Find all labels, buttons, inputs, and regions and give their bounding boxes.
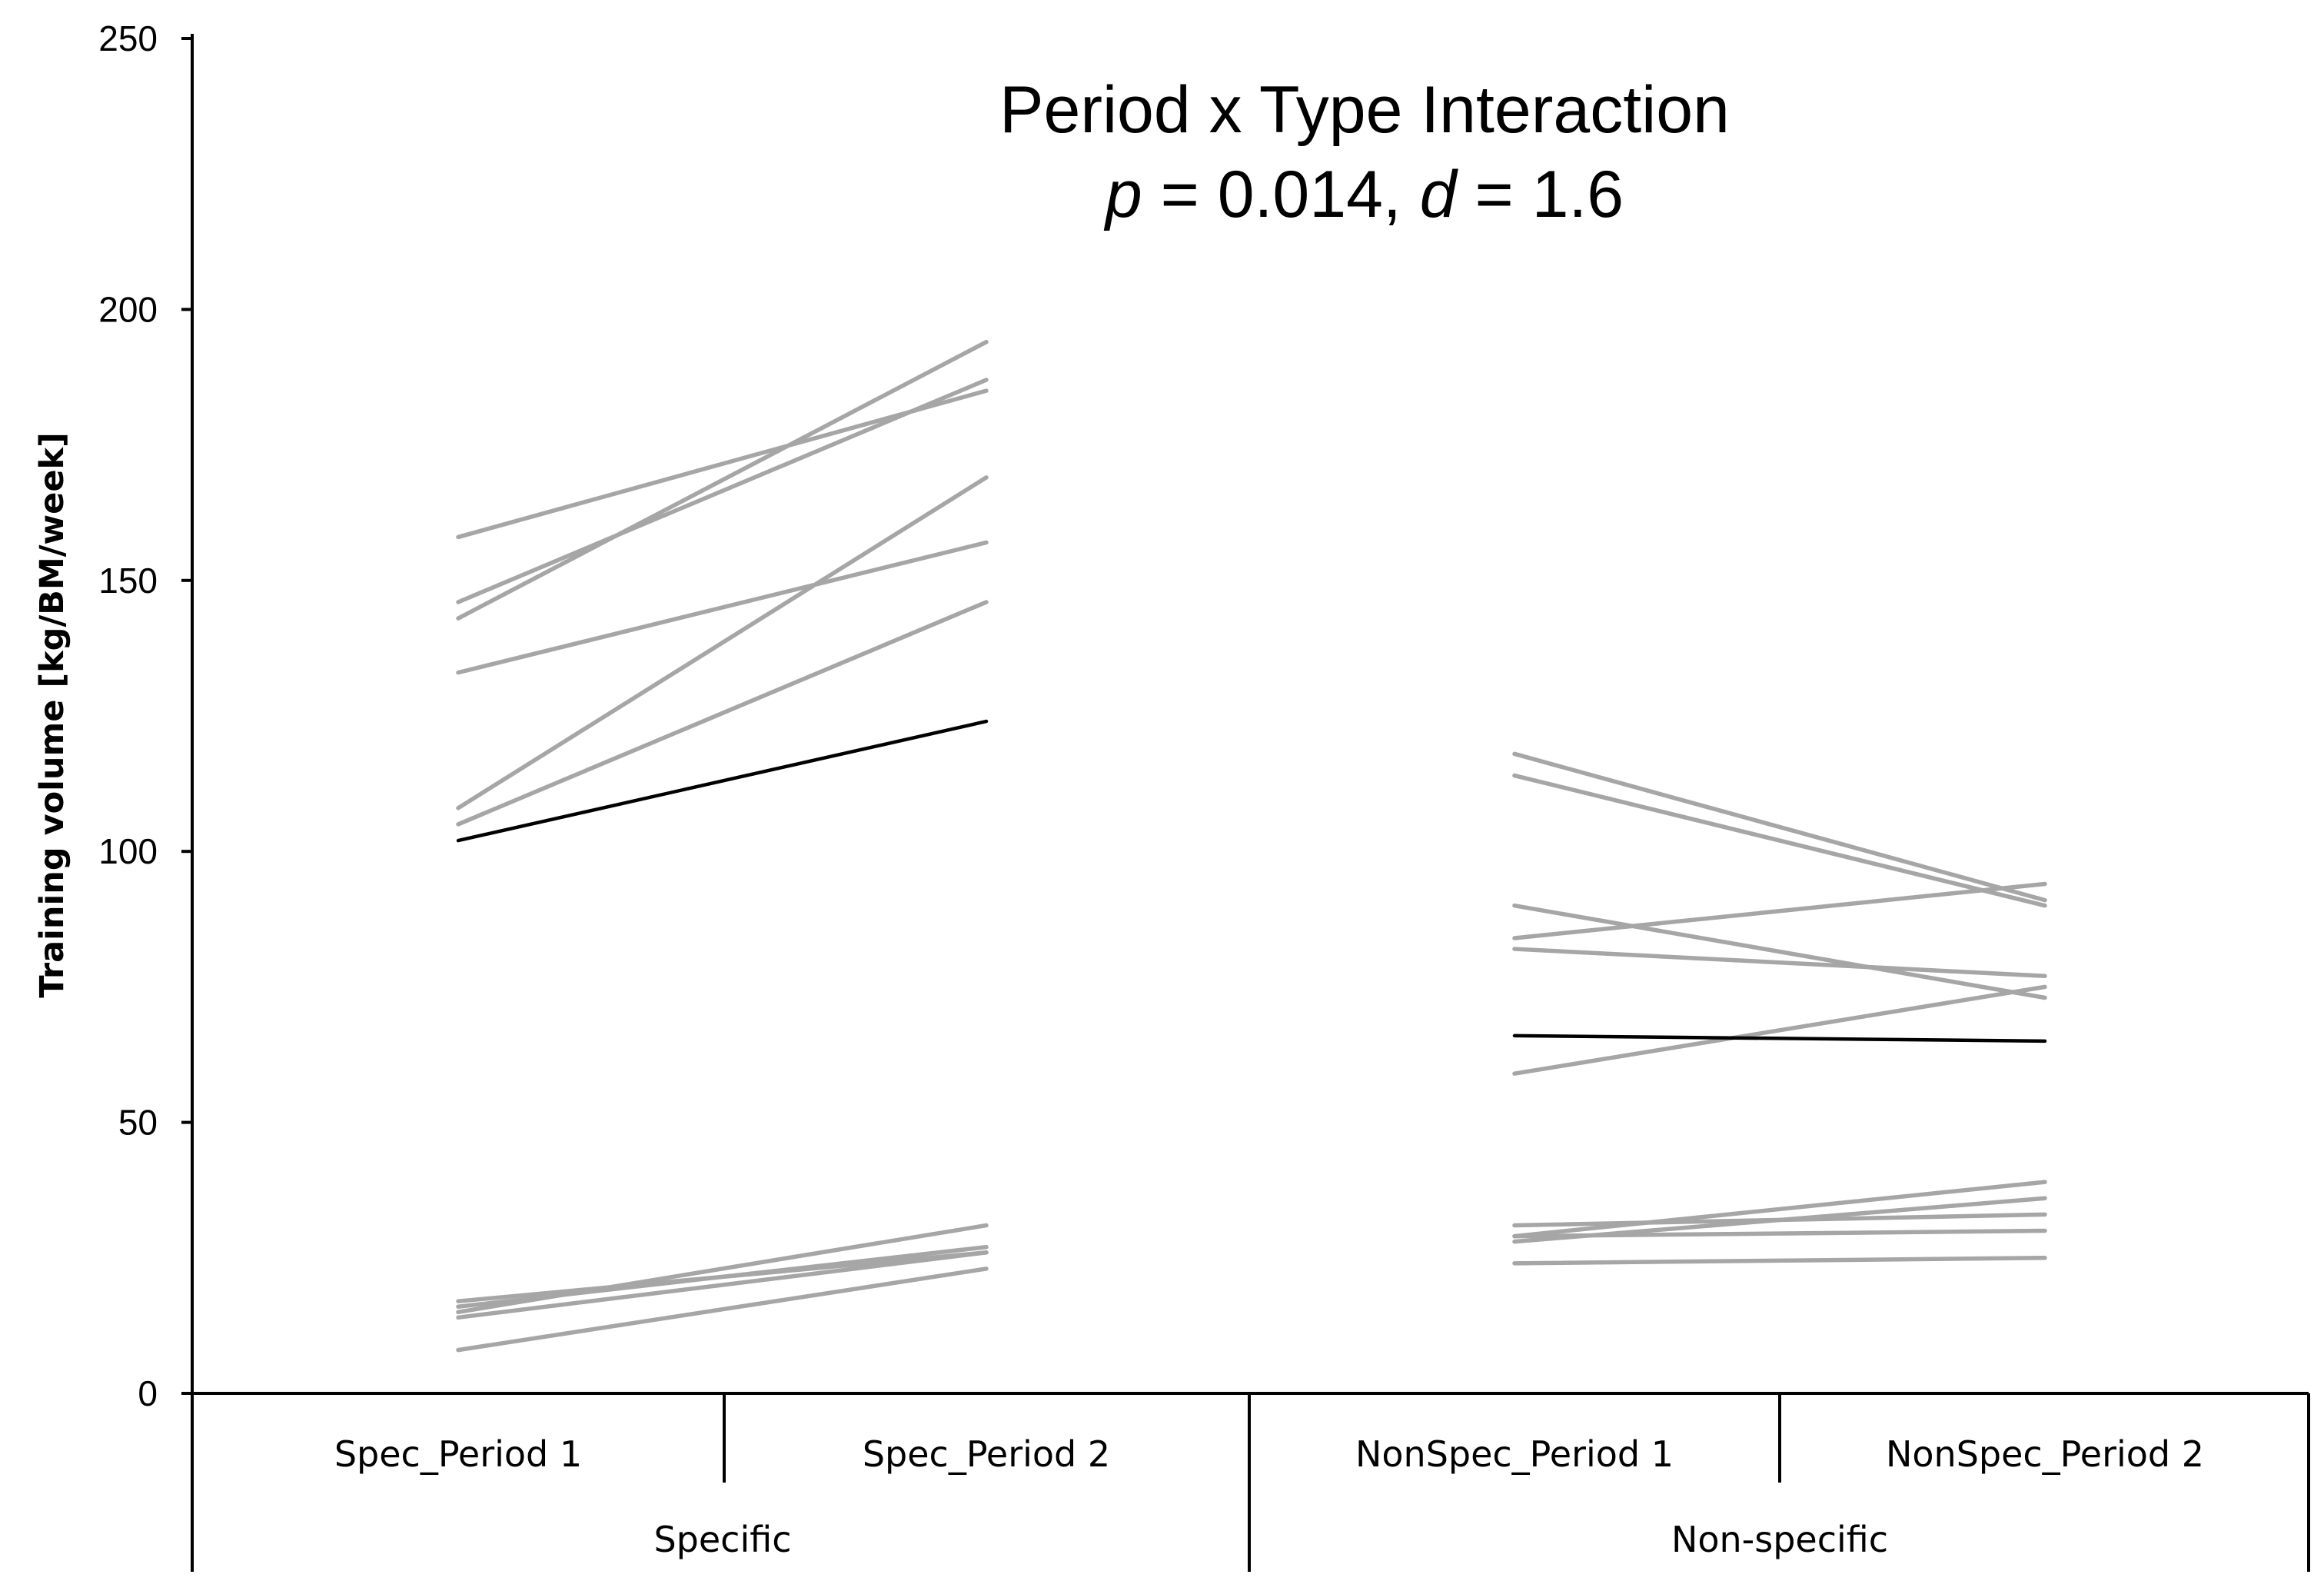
subject-line-n5 (1512, 947, 2047, 979)
category-label-nonspec-period-1: NonSpec_Period 1 (1355, 1433, 1674, 1475)
subject-line-s5 (456, 475, 989, 810)
subject-line-s6 (456, 600, 989, 827)
y-ticks: 0 50 100 150 200 250 (98, 18, 192, 1413)
y-tick-label: 200 (98, 289, 158, 329)
subtitle-d-symbol: d (1420, 158, 1459, 231)
group-label-non-specific: Non-specific (1671, 1519, 1888, 1560)
subject-line-n9 (1512, 1180, 2047, 1239)
y-tick-label: 50 (118, 1103, 158, 1143)
subject-line-n12 (1512, 1256, 2047, 1266)
group-label-specific: Specific (653, 1519, 791, 1560)
subject-line-n4 (1512, 881, 2047, 940)
y-tick-label: 250 (98, 18, 158, 58)
subtitle-p-symbol: p (1103, 158, 1142, 231)
subject-line-s3 (456, 339, 989, 621)
subject-lines (456, 339, 2047, 1353)
chart-subtitle: p = 0.014, d = 1.6 (1103, 158, 1624, 231)
category-label-nonspec-period-2: NonSpec_Period 2 (1886, 1433, 2204, 1475)
y-tick-label: 150 (98, 561, 158, 601)
subject-line-n7 (1512, 1033, 2047, 1043)
subject-line-s4 (456, 540, 989, 675)
category-label-spec-period-1: Spec_Period 1 (334, 1433, 582, 1475)
subject-line-n3 (1512, 903, 2047, 1000)
subject-line-s11 (456, 1250, 989, 1320)
subject-line-s7 (456, 719, 989, 843)
subject-line-s12 (456, 1266, 989, 1353)
subtitle-d-value: = 1.6 (1457, 158, 1624, 231)
subject-line-s10 (456, 1223, 989, 1315)
subject-line-n6 (1512, 984, 2047, 1076)
category-label-spec-period-2: Spec_Period 2 (863, 1433, 1110, 1475)
subject-line-n1 (1512, 751, 2047, 903)
subject-line-s2 (456, 378, 989, 604)
y-tick-label: 0 (138, 1373, 158, 1413)
subject-line-n11 (1512, 1228, 2047, 1239)
subject-line-n2 (1512, 773, 2047, 908)
y-tick-label: 100 (98, 831, 158, 871)
chart-title: Period x Type Interaction (999, 73, 1730, 147)
y-axis-label: Training volume [kg/BM/week] (33, 432, 71, 997)
subtitle-p-value: = 0.014, (1142, 158, 1420, 231)
